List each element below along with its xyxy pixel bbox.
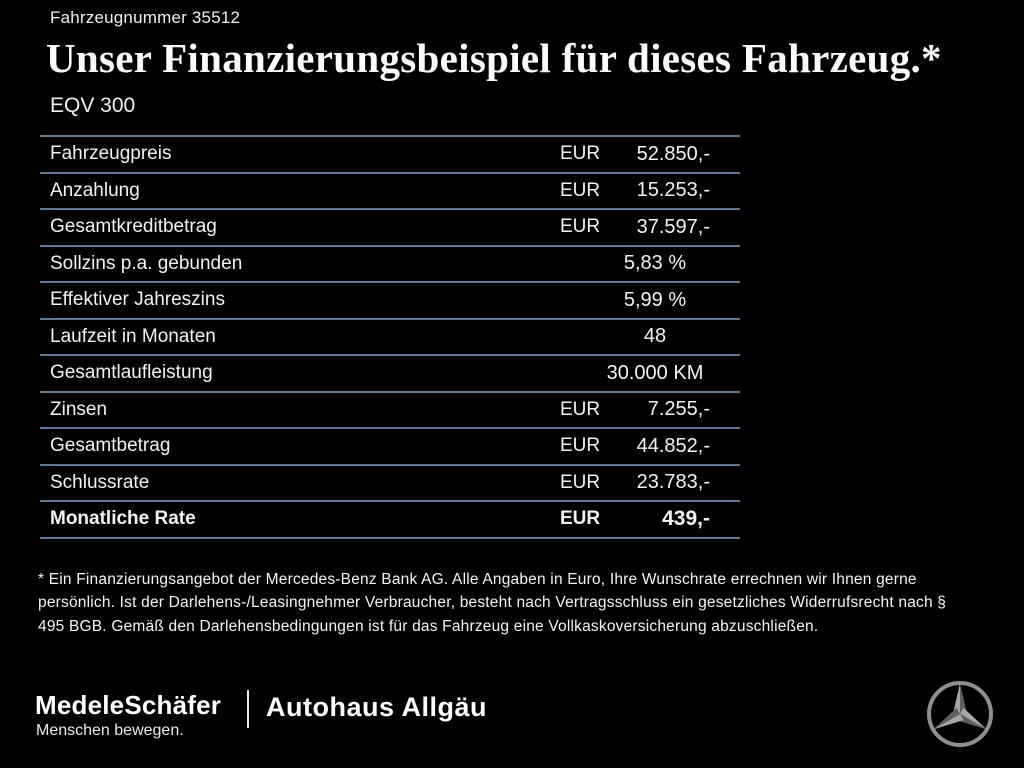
table-row: Gesamtkreditbetrag EUR 37.597,- xyxy=(40,208,740,245)
row-value: 7.255,- xyxy=(647,398,710,421)
table-row: Effektiver Jahreszins 5,99 % xyxy=(40,281,740,318)
vehicle-model: EQV 300 xyxy=(50,94,136,117)
row-currency: EUR xyxy=(560,435,601,457)
row-label: Sollzins p.a. gebunden xyxy=(50,252,243,274)
row-label: Laufzeit in Monaten xyxy=(50,325,216,347)
row-label: Monatliche Rate xyxy=(50,508,196,530)
row-currency: EUR xyxy=(560,216,601,238)
footer: MedeleSchäfer Menschen bewegen. Autohaus… xyxy=(0,678,1024,768)
row-label: Schlussrate xyxy=(50,471,150,493)
page-title: Unser Finanzierungsbeispiel für dieses F… xyxy=(46,35,942,81)
table-row: Zinsen EUR 7.255,- xyxy=(40,390,740,428)
table-row: Fahrzeugpreis EUR 52.850,- xyxy=(40,135,740,172)
row-label: Fahrzeugpreis xyxy=(50,143,172,165)
row-currency: EUR xyxy=(560,398,601,420)
row-value: 48 xyxy=(643,325,667,348)
vehicle-number: Fahrzeugnummer 35512 xyxy=(50,8,241,27)
dealer2-logo-text: Autohaus Allgäu xyxy=(266,692,487,722)
row-value: 37.597,- xyxy=(636,215,710,238)
row-value: 5,83 % xyxy=(623,252,687,275)
table-row: Laufzeit in Monaten 48 xyxy=(40,317,740,355)
row-currency: EUR xyxy=(560,508,601,530)
table-row-monthly-rate: Monatliche Rate EUR 439,- xyxy=(40,500,740,537)
row-value: 439,- xyxy=(662,507,710,531)
table-row: Gesamtbetrag EUR 44.852,- xyxy=(40,427,740,464)
row-label: Gesamtbetrag xyxy=(50,435,171,457)
dealer1-logo-text: MedeleSchäfer xyxy=(35,690,222,720)
table-row: Gesamtlaufleistung 30.000 KM xyxy=(40,354,740,391)
row-label: Effektiver Jahreszins xyxy=(50,289,225,311)
row-value: 23.783,- xyxy=(636,471,710,494)
row-value: 52.850,- xyxy=(636,142,710,165)
mercedes-star-icon xyxy=(927,681,993,747)
legal-footnote: * Ein Finanzierungsangebot der Mercedes-… xyxy=(38,571,947,635)
row-currency: EUR xyxy=(560,143,601,165)
row-value: 15.253,- xyxy=(636,179,710,202)
row-label: Gesamtlaufleistung xyxy=(50,362,213,384)
row-label: Anzahlung xyxy=(50,179,140,201)
row-label: Zinsen xyxy=(50,398,108,420)
table-row: Anzahlung EUR 15.253,- xyxy=(40,171,740,209)
finance-table: Fahrzeugpreis EUR 52.850,- Anzahlung EUR… xyxy=(40,135,740,539)
row-label: Gesamtkreditbetrag xyxy=(50,216,217,238)
row-value: 44.852,- xyxy=(636,434,710,457)
footer-divider xyxy=(247,690,249,728)
table-row: Schlussrate EUR 23.783,- xyxy=(40,463,740,501)
row-currency: EUR xyxy=(560,471,601,493)
dealer1-slogan: Menschen bewegen. xyxy=(36,722,184,739)
row-value: 30.000 KM xyxy=(606,361,704,384)
table-row: Sollzins p.a. gebunden 5,83 % xyxy=(40,244,740,282)
row-currency: EUR xyxy=(560,179,601,201)
row-value: 5,99 % xyxy=(623,288,687,311)
